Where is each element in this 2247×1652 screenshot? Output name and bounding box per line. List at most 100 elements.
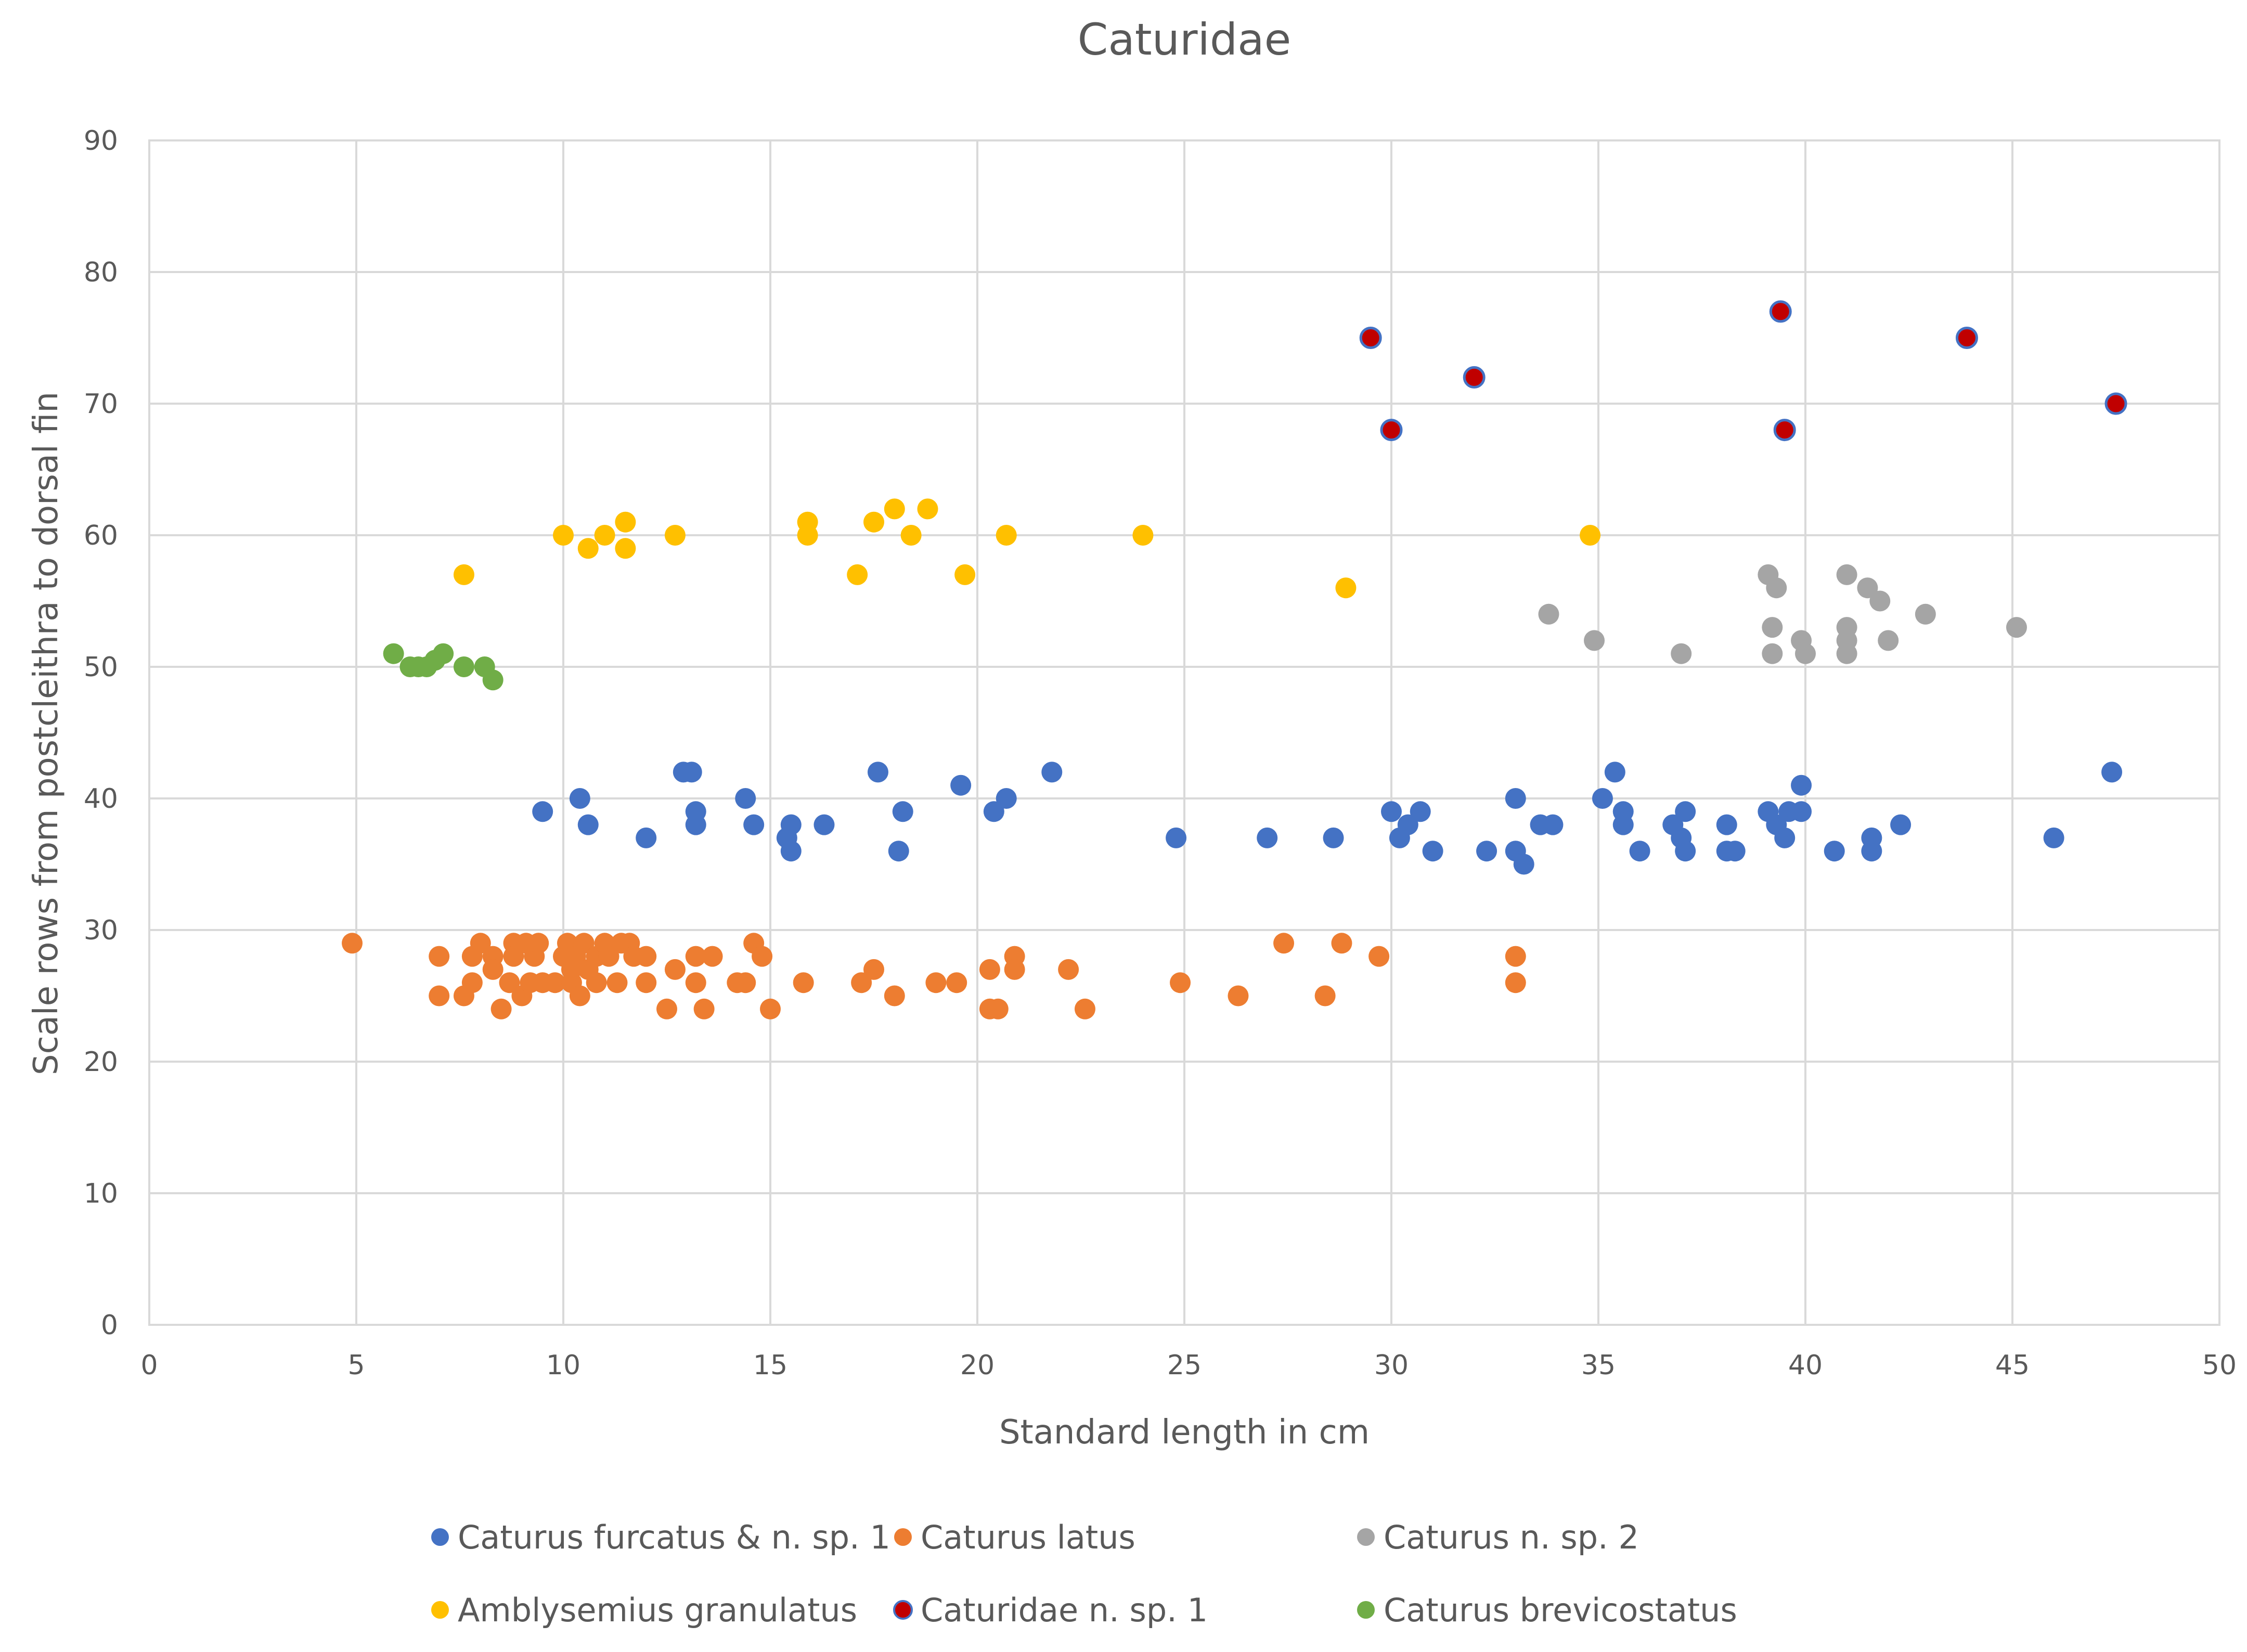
legend-item: Amblysemius granulatus [431,1591,857,1629]
legend: Caturus furcatus & n. sp. 1 Caturus latus… [431,1518,1737,1629]
data-point [954,564,976,585]
data-point [342,933,363,954]
legend-marker [431,1601,449,1619]
data-point [797,525,818,546]
series-2 [1538,564,2027,664]
data-point [780,814,802,835]
data-points [342,300,2127,1019]
data-point [1890,814,1912,835]
data-point [1762,643,1783,664]
data-point [528,933,549,954]
data-point [636,827,657,848]
data-point [1505,946,1526,967]
data-point [1836,564,1857,585]
data-point [453,564,474,585]
data-point [577,814,599,835]
data-point [1769,300,1792,323]
data-point [429,946,450,967]
data-point [2101,762,2123,783]
data-point [1955,327,1978,349]
data-point [1505,788,1526,809]
plot-area-border [148,139,2220,1326]
x-tick-label: 20 [960,1350,995,1381]
data-point [1795,643,1816,664]
x-tick-label: 15 [753,1350,787,1381]
data-point [482,959,503,980]
series-4 [1359,300,2127,442]
data-point [615,511,636,533]
legend-label: Caturidae n. sp. 1 [921,1591,1208,1629]
y-tick-label: 50 [84,652,118,683]
data-point [780,841,802,862]
data-point [1074,998,1095,1019]
data-point [946,972,967,993]
legend-marker [893,1600,913,1620]
data-point [892,801,913,822]
data-point [1766,577,1787,599]
legend-marker [894,1528,912,1546]
data-point [863,511,884,533]
data-point [925,972,947,993]
data-point [681,762,702,783]
data-point [615,538,636,559]
data-point [1228,985,1249,1006]
data-point [1314,985,1336,1006]
x-tick-label: 35 [1581,1350,1616,1381]
data-point [503,946,524,967]
data-point [987,998,1009,1019]
legend-marker [1357,1528,1375,1546]
data-point [1380,419,1403,442]
data-point [1915,603,1936,625]
y-tick-label: 10 [84,1178,118,1209]
series-5 [383,643,503,691]
data-point [594,525,615,546]
data-point [996,788,1017,809]
data-point [433,643,454,664]
data-point [1869,590,1891,612]
series-0 [532,762,2123,875]
data-point [1675,801,1696,822]
data-point [813,814,835,835]
data-point [569,985,590,1006]
data-point [1368,946,1390,967]
legend-item: Caturus furcatus & n. sp. 1 [431,1518,890,1556]
x-tick-label: 5 [347,1350,365,1381]
legend-label: Caturus n. sp. 2 [1384,1518,1639,1556]
data-point [847,564,868,585]
series-1 [342,933,1526,1019]
data-point [1580,525,1601,546]
data-point [1166,827,1187,848]
data-point [1476,841,1497,862]
data-point [1335,577,1357,599]
x-tick-labels: 0 5 10 15 20 25 30 35 40 45 50 [140,1350,2237,1381]
data-point [1505,972,1526,993]
data-point [1463,366,1486,389]
data-point [1381,801,1402,822]
x-axis-label: Standard length in cm [999,1413,1370,1452]
data-point [1004,959,1025,980]
data-point [664,959,686,980]
data-point [1836,643,1857,664]
data-point [1331,933,1352,954]
legend-item: Caturus latus [894,1518,1135,1556]
data-point [735,972,756,993]
data-point [888,841,909,862]
data-point [1774,827,1796,848]
data-point [1762,617,1783,638]
data-point [1397,814,1418,835]
data-point [950,775,972,796]
data-point [606,972,628,993]
data-point [532,801,553,822]
data-point [2043,827,2064,848]
data-point [461,972,483,993]
data-point [2104,392,2127,415]
data-point [735,788,756,809]
legend-item: Caturidae n. sp. 1 [893,1591,1208,1629]
data-point [1041,762,1063,783]
data-point [545,972,566,993]
data-point [1513,854,1534,875]
data-point [1716,814,1737,835]
data-point [793,972,814,993]
